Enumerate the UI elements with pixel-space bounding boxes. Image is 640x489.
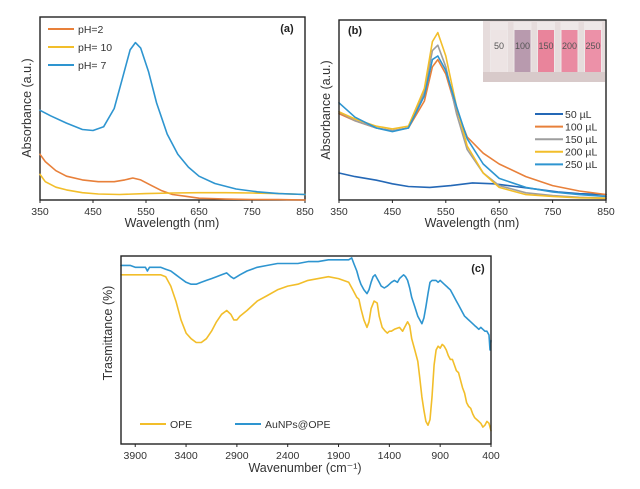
cuvette-label: 250 bbox=[585, 41, 600, 51]
panel-a-x-ticks: 350 450 550 650 750 850 bbox=[31, 200, 314, 218]
x-tick-label: 550 bbox=[137, 206, 155, 218]
x-tick-label: 850 bbox=[296, 206, 314, 218]
series-line-aunps-ope bbox=[120, 257, 492, 351]
legend-label: pH= 10 bbox=[78, 42, 112, 54]
panel-c-series bbox=[120, 257, 492, 432]
series-line-ph-7 bbox=[39, 41, 306, 196]
panel-a-label: (a) bbox=[280, 23, 294, 35]
panel-c-xlabel: Wavenumber (cm⁻¹) bbox=[248, 461, 361, 475]
cuvette-solution bbox=[538, 30, 554, 72]
x-tick-label: 1400 bbox=[378, 450, 402, 462]
x-tick-label: 350 bbox=[31, 206, 49, 218]
legend-label: pH=2 bbox=[78, 24, 104, 36]
panel-a-ylabel: Absorbance (a.u.) bbox=[20, 58, 34, 157]
x-tick-label: 3400 bbox=[174, 450, 198, 462]
panel-b: 50 100 150 200 250 350 450 550 650 750 850 (b) Wa… bbox=[319, 19, 615, 230]
panel-b-xlabel: Wavelength (nm) bbox=[425, 216, 520, 230]
panel-a-series bbox=[39, 41, 306, 201]
series-line-200-l bbox=[338, 31, 607, 199]
cuvette-label: 50 bbox=[494, 41, 504, 51]
cuvette-label: 200 bbox=[562, 41, 577, 51]
cuvette-solution bbox=[561, 30, 578, 72]
panel-b-x-ticks: 350 450 550 650 750 850 bbox=[330, 200, 615, 218]
legend-label: 250 µL bbox=[565, 159, 597, 171]
series-line-50-l bbox=[338, 172, 607, 196]
legend-label: pH= 7 bbox=[78, 60, 106, 72]
cuvette-label: 100 bbox=[515, 41, 530, 51]
x-tick-label: 650 bbox=[490, 206, 508, 218]
panel-c-x-ticks: 3900 3400 2900 2400 1900 1400 900 400 bbox=[124, 444, 500, 462]
x-tick-label: 400 bbox=[482, 450, 500, 462]
cuvette-solution bbox=[514, 30, 531, 72]
x-tick-label: 750 bbox=[243, 206, 261, 218]
legend-label: AuNPs@OPE bbox=[265, 419, 331, 431]
x-tick-label: 550 bbox=[437, 206, 455, 218]
panel-b-inset-photo: 50 100 150 200 250 bbox=[483, 21, 605, 82]
series-line-ph-10 bbox=[39, 173, 306, 196]
panel-c-ylabel: Trasmittance (%) bbox=[101, 286, 115, 381]
panel-b-frame bbox=[338, 19, 607, 201]
x-tick-label: 450 bbox=[84, 206, 102, 218]
x-tick-label: 1900 bbox=[327, 450, 351, 462]
panel-c-label: (c) bbox=[471, 263, 485, 275]
series-line-ph-2 bbox=[39, 153, 306, 201]
cuvette-solution bbox=[585, 30, 601, 72]
panel-b-ylabel: Absorbance (a.u.) bbox=[319, 60, 333, 159]
series-line-250-l bbox=[338, 55, 607, 198]
legend-label: 150 µL bbox=[565, 134, 597, 146]
x-tick-label: 350 bbox=[330, 206, 348, 218]
legend-label: OPE bbox=[170, 419, 192, 431]
panel-a: 350 450 550 650 750 850 (a) Wavelength (nm) A… bbox=[20, 16, 314, 230]
x-tick-label: 2400 bbox=[276, 450, 300, 462]
legend-label: 200 µL bbox=[565, 147, 597, 159]
panel-a-legend: pH=2 pH= 10 pH= 7 bbox=[48, 24, 112, 72]
x-tick-label: 900 bbox=[431, 450, 449, 462]
panel-c-frame bbox=[120, 255, 492, 445]
x-tick-label: 3900 bbox=[124, 450, 148, 462]
panel-a-xlabel: Wavelength (nm) bbox=[125, 216, 220, 230]
x-tick-label: 650 bbox=[190, 206, 208, 218]
series-line-ope bbox=[120, 274, 492, 432]
inset-bench bbox=[483, 72, 605, 82]
panel-c: 3900 3400 2900 2400 1900 1400 900 400 (c) Waven… bbox=[101, 255, 500, 475]
cuvette-solution bbox=[491, 30, 507, 72]
x-tick-label: 2900 bbox=[225, 450, 249, 462]
panel-c-legend: OPE AuNPs@OPE bbox=[140, 419, 331, 431]
x-tick-label: 450 bbox=[384, 206, 402, 218]
x-tick-label: 750 bbox=[544, 206, 562, 218]
x-tick-label: 850 bbox=[597, 206, 615, 218]
panel-b-series bbox=[338, 31, 607, 199]
panel-b-label: (b) bbox=[348, 25, 362, 37]
legend-label: 50 µL bbox=[565, 109, 592, 121]
panel-a-frame bbox=[39, 16, 306, 201]
cuvette-label: 150 bbox=[538, 41, 553, 51]
legend-label: 100 µL bbox=[565, 121, 597, 133]
